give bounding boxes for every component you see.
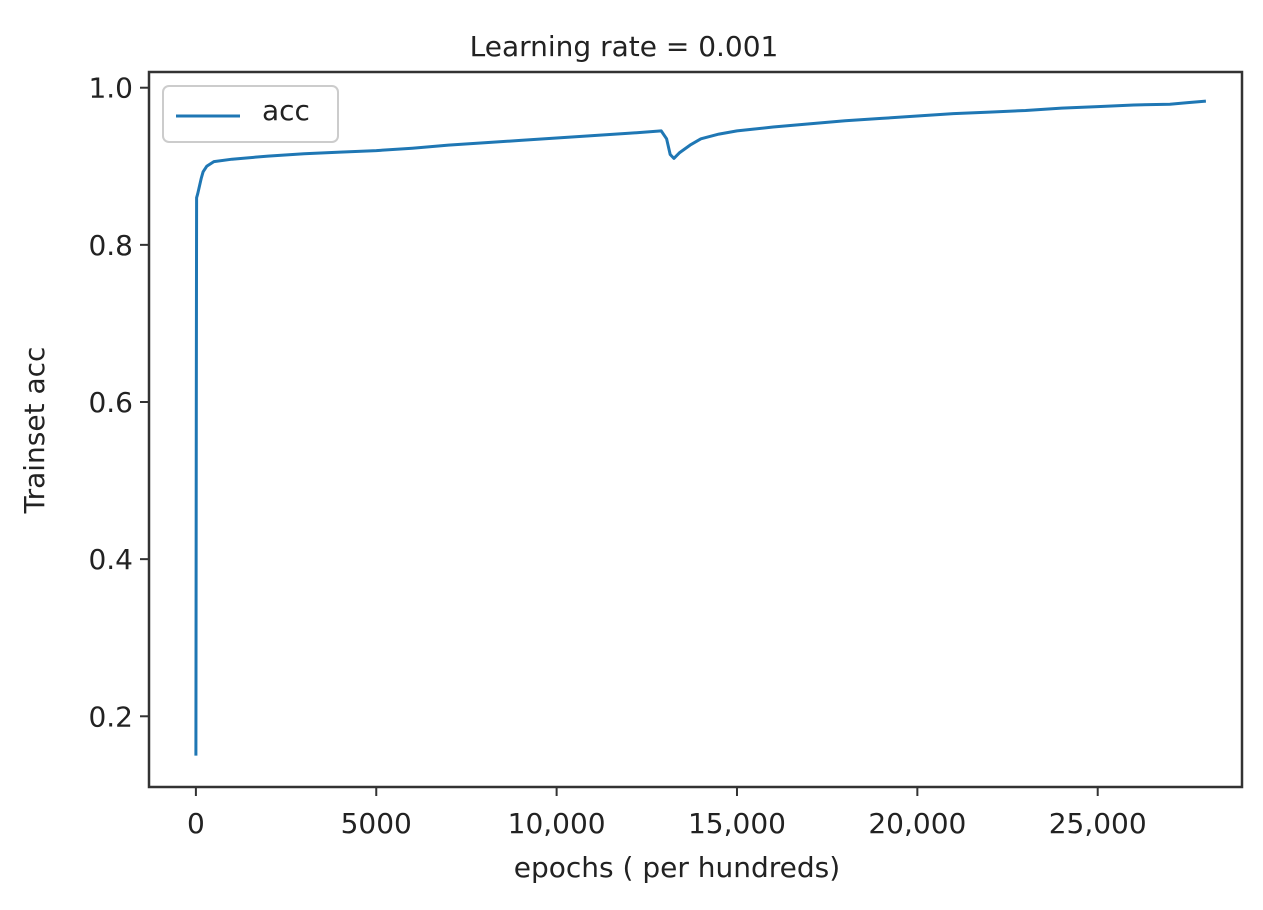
y-tick-label: 1.0	[88, 72, 133, 105]
y-tick-label: 0.4	[88, 543, 133, 576]
y-axis: 0.2 0.4 0.6 0.8 1.0	[88, 72, 149, 733]
x-tick-label: 0	[187, 807, 205, 840]
plot-frame	[147, 70, 1244, 789]
y-tick-label: 0.8	[88, 229, 133, 262]
legend-label-acc: acc	[262, 94, 310, 127]
series-line-acc	[194, 99, 1207, 756]
y-tick-label: 0.6	[88, 386, 133, 419]
x-tick-label: 5000	[341, 807, 412, 840]
y-tick-label: 0.2	[88, 700, 133, 733]
x-tick-label: 15,000	[688, 807, 786, 840]
x-axis: 0 5000 10,000 15,000 20,000 25,000	[187, 787, 1147, 840]
legend: acc	[162, 85, 339, 143]
legend-box	[162, 85, 339, 143]
chart-title: Learning rate = 0.001	[470, 30, 779, 63]
y-axis-title: Trainset acc	[18, 347, 51, 515]
x-tick-label: 20,000	[868, 807, 966, 840]
x-tick-label: 10,000	[508, 807, 606, 840]
x-tick-label: 25,000	[1049, 807, 1147, 840]
x-axis-title: epochs ( per hundreds)	[514, 851, 840, 884]
